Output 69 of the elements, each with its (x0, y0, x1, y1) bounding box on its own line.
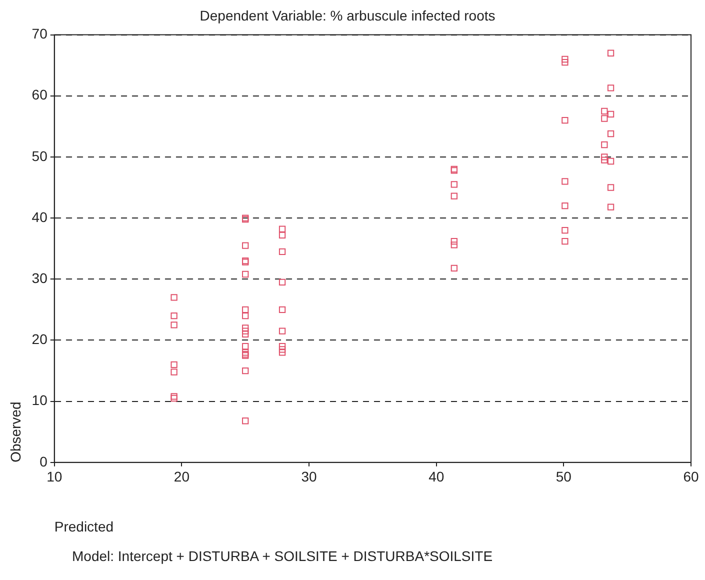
y-tick-label: 40 (32, 208, 48, 225)
point (562, 56, 568, 63)
point (242, 328, 249, 334)
point (607, 184, 614, 191)
point (450, 238, 458, 245)
point (170, 294, 178, 301)
x-tick-label: 20 (174, 468, 190, 485)
point (170, 361, 178, 368)
y-tick-label: 0 (40, 453, 48, 470)
y-tick-label: 50 (32, 148, 48, 164)
point (562, 58, 568, 66)
point (562, 226, 568, 234)
point (278, 346, 286, 353)
point (278, 248, 286, 255)
point (242, 330, 249, 338)
point (450, 264, 458, 272)
point (607, 84, 614, 92)
point (278, 349, 286, 356)
y-tick-label: 10 (32, 392, 48, 408)
text: Model: Intercept + DISTURBA + SOILSITE + DISTURBA*SOILSITE (72, 548, 493, 564)
x-tick-label: 10 (46, 468, 62, 485)
point (242, 270, 249, 278)
y-tick-label: 70 (32, 26, 48, 42)
point (607, 204, 614, 210)
y-tick-label: 30 (32, 270, 48, 286)
point (278, 226, 286, 232)
x-tick-label: 60 (683, 468, 699, 485)
point (242, 306, 249, 314)
point (242, 242, 249, 249)
point (562, 178, 568, 185)
point (170, 322, 178, 328)
point (278, 328, 286, 334)
x-tick-label: 30 (301, 468, 318, 485)
x-axis-title: Predicted (54, 518, 114, 534)
chart-title: Dependent Variable: % arbuscule infected roots (200, 7, 496, 24)
point (170, 393, 178, 400)
point (450, 192, 458, 200)
point (601, 108, 608, 114)
point (607, 158, 614, 165)
point (170, 312, 178, 320)
point (242, 367, 249, 374)
point (450, 181, 458, 188)
point (170, 394, 178, 402)
point (170, 368, 178, 376)
point (242, 418, 249, 424)
point (562, 238, 568, 245)
point (601, 115, 608, 122)
point (450, 242, 458, 248)
point (601, 156, 608, 164)
point (562, 202, 568, 210)
y-tick-label: 20 (32, 331, 48, 348)
point (607, 50, 614, 56)
point (278, 232, 286, 238)
point (278, 343, 286, 350)
point (562, 116, 568, 124)
point (607, 110, 614, 118)
y-tick-label: 60 (32, 86, 48, 103)
point (242, 324, 249, 332)
point (601, 141, 608, 148)
point (278, 306, 286, 314)
x-tick-label: 40 (428, 468, 444, 485)
x-tick-label: 50 (556, 468, 572, 485)
point (601, 154, 608, 160)
point (607, 130, 614, 138)
point (242, 343, 249, 350)
point (278, 278, 286, 286)
point (242, 312, 249, 320)
y-axis-title: Observed (7, 402, 24, 462)
point (242, 349, 249, 356)
